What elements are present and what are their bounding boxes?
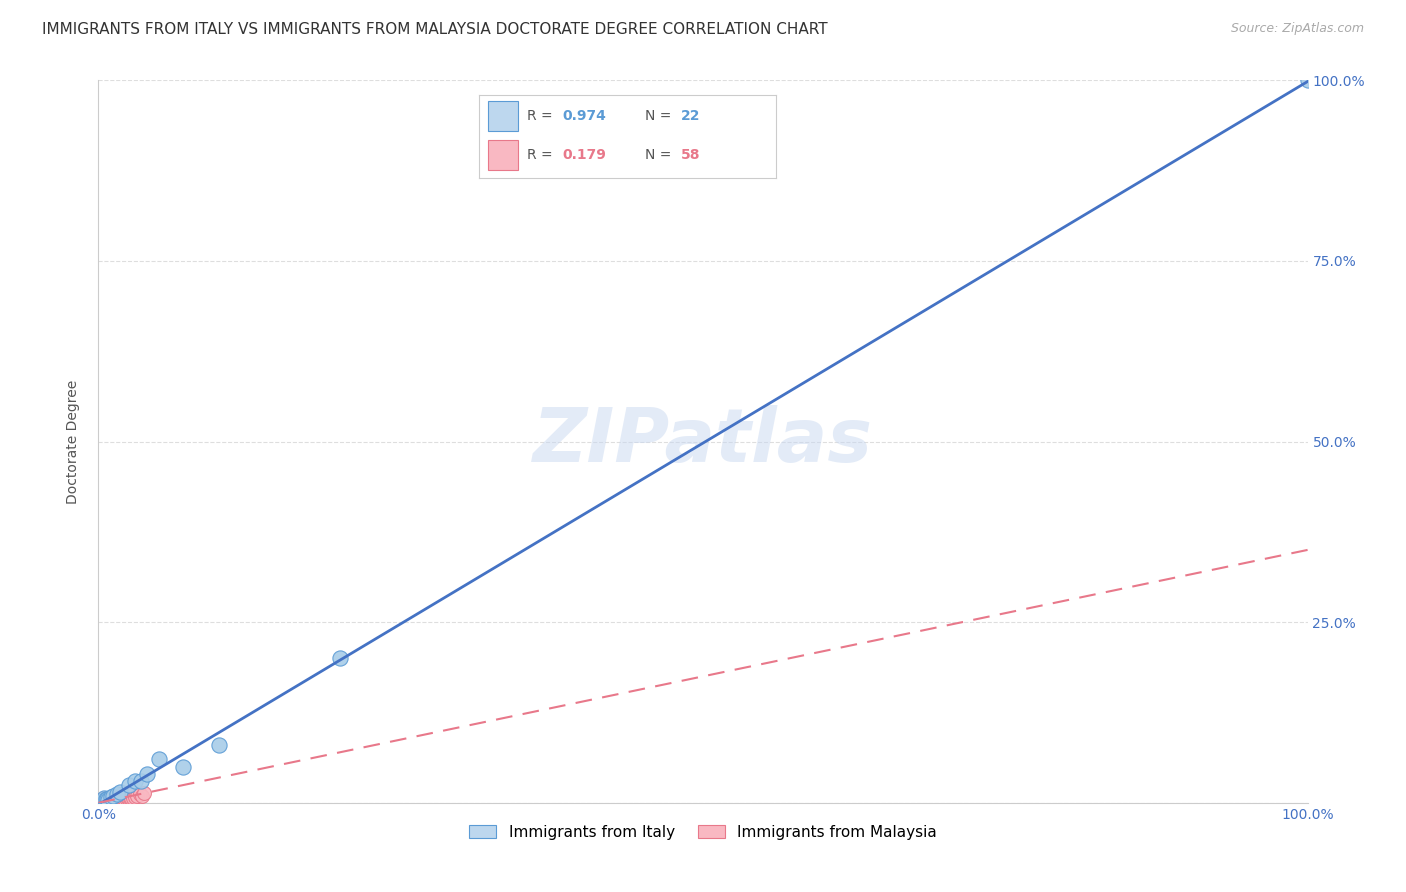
Point [89, 794, 111, 808]
Point [97, 794, 120, 808]
Point [89, 793, 111, 807]
Text: ZIPatlas: ZIPatlas [533, 405, 873, 478]
Point [105, 794, 128, 808]
Point [89, 795, 111, 809]
Point [208, 738, 231, 752]
Point [100, 791, 122, 805]
Point [104, 793, 127, 807]
Point [101, 792, 124, 806]
Point [97, 793, 120, 807]
Point [93, 793, 115, 807]
Point [96, 792, 118, 806]
Point [100, 790, 122, 805]
Point [108, 793, 131, 807]
Text: IMMIGRANTS FROM ITALY VS IMMIGRANTS FROM MALAYSIA DOCTORATE DEGREE CORRELATION C: IMMIGRANTS FROM ITALY VS IMMIGRANTS FROM… [42, 22, 828, 37]
Point [111, 793, 134, 807]
Point [90, 794, 112, 808]
Point [96, 794, 118, 808]
Point [115, 791, 138, 805]
Point [122, 790, 145, 805]
Point [93, 791, 115, 805]
Point [93, 791, 115, 805]
Point [129, 774, 152, 789]
Point [112, 792, 135, 806]
Point [94, 792, 117, 806]
Point [91, 794, 114, 808]
Point [131, 789, 153, 804]
Point [148, 752, 170, 766]
Point [1296, 73, 1319, 87]
Point [120, 791, 142, 805]
Point [107, 790, 129, 805]
Point [91, 794, 114, 808]
Point [110, 792, 132, 806]
Point [98, 794, 121, 808]
Point [98, 792, 121, 806]
Point [103, 790, 125, 805]
Point [91, 794, 114, 808]
Point [117, 790, 139, 805]
Point [93, 795, 115, 809]
Point [114, 793, 136, 807]
Point [103, 794, 125, 808]
Point [127, 789, 149, 803]
Point [94, 793, 117, 807]
Point [89, 794, 111, 808]
Point [90, 794, 112, 808]
Point [91, 794, 114, 808]
Point [108, 790, 131, 805]
Point [90, 795, 112, 809]
Text: Source: ZipAtlas.com: Source: ZipAtlas.com [1230, 22, 1364, 36]
Point [172, 760, 194, 774]
Point [101, 789, 124, 803]
Point [108, 792, 131, 806]
Point [90, 794, 112, 808]
Point [105, 791, 128, 805]
Point [100, 794, 122, 808]
Point [96, 792, 118, 806]
Point [93, 794, 115, 808]
Point [91, 795, 114, 809]
Point [128, 787, 150, 801]
Point [118, 778, 141, 792]
Point [124, 774, 146, 789]
Point [105, 787, 128, 801]
Legend: Immigrants from Italy, Immigrants from Malaysia: Immigrants from Italy, Immigrants from M… [463, 819, 943, 846]
Point [329, 651, 352, 665]
Point [135, 767, 157, 781]
Point [101, 794, 124, 808]
Point [108, 785, 131, 799]
Point [118, 790, 141, 805]
Point [94, 794, 117, 808]
Point [124, 790, 146, 805]
Point [100, 794, 122, 808]
Point [97, 793, 120, 807]
Y-axis label: Doctorate Degree: Doctorate Degree [66, 379, 80, 504]
Point [91, 792, 114, 806]
Point [91, 794, 114, 808]
Point [89, 795, 111, 809]
Point [91, 795, 114, 809]
Point [111, 790, 134, 805]
Point [107, 793, 129, 807]
Point [121, 787, 143, 801]
Point [114, 789, 136, 803]
Point [118, 792, 141, 806]
Point [134, 786, 156, 800]
Point [93, 793, 115, 807]
